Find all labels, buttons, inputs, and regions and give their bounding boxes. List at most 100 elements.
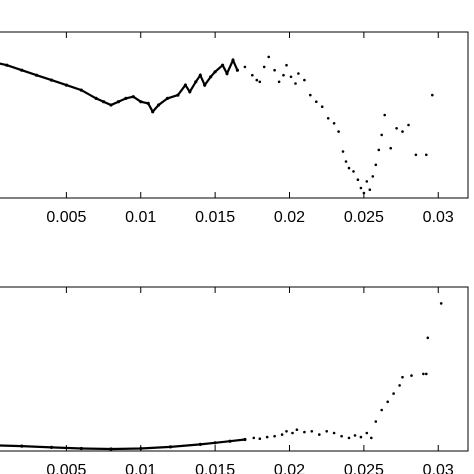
data-point (320, 105, 324, 108)
data-point (49, 78, 54, 82)
data-point (359, 186, 363, 190)
data-point (291, 431, 294, 435)
data-point (116, 100, 120, 104)
data-point (198, 73, 202, 77)
data-point (425, 372, 428, 376)
data-point (280, 433, 284, 436)
data-point (425, 153, 428, 157)
data-point (318, 433, 321, 436)
data-point (225, 71, 229, 76)
data-point (157, 103, 161, 107)
data-point (255, 78, 259, 82)
x-tick-label: 0.03 (423, 462, 454, 474)
data-point (251, 73, 254, 77)
data-point (213, 441, 217, 445)
series-trace (0, 438, 246, 451)
data-point (183, 83, 187, 87)
data-point (410, 374, 413, 377)
data-point (209, 75, 213, 79)
data-point (395, 127, 398, 130)
data-point (297, 72, 300, 75)
data-point (332, 431, 336, 435)
data-point (326, 117, 330, 120)
data-point (188, 90, 192, 94)
data-point (374, 163, 378, 167)
x-tick-label: 0.005 (46, 209, 86, 226)
data-point (352, 170, 355, 173)
data-point (285, 430, 288, 433)
data-point (383, 113, 387, 117)
x-tick-label: 0.02 (274, 462, 305, 474)
data-point (353, 434, 357, 437)
data-point (377, 148, 381, 152)
data-point (303, 430, 306, 434)
data-point (294, 82, 297, 85)
data-point (303, 78, 306, 82)
data-point (371, 175, 375, 178)
data-point (392, 392, 395, 395)
data-point (374, 420, 378, 423)
data-point (289, 75, 293, 79)
data-point (325, 430, 329, 433)
data-point (176, 93, 180, 97)
data-point (414, 153, 418, 157)
data-point (332, 122, 336, 125)
data-point (64, 83, 68, 87)
data-point (265, 435, 269, 439)
data-point (370, 436, 373, 440)
data-point (194, 80, 198, 84)
data-point (282, 73, 285, 77)
data-point (109, 103, 113, 107)
data-point (228, 439, 232, 443)
x-tick-label: 0.015 (195, 209, 235, 226)
bottom-plot: 0.005 0.01 0.015 0.02 0.025 0.03 (0, 286, 469, 474)
top-plot: 0.005 0.01 0.015 0.02 0.025 0.03 (0, 31, 469, 226)
x-tick-label: 0.01 (125, 209, 156, 226)
data-point (347, 166, 351, 170)
x-tick-label: 0.025 (344, 462, 384, 474)
data-point (380, 408, 384, 412)
data-point (49, 445, 54, 449)
data-point (267, 55, 271, 59)
x-tick-label: 0.015 (195, 462, 235, 474)
data-point (20, 444, 24, 448)
data-point (243, 437, 247, 442)
data-point (295, 428, 299, 432)
data-point (252, 436, 256, 440)
data-point (356, 178, 360, 181)
data-point (431, 93, 434, 97)
data-point (20, 68, 24, 72)
data-point (341, 150, 345, 153)
data-point (109, 447, 113, 451)
x-tick-label: 0.02 (274, 209, 305, 226)
data-point (359, 435, 363, 439)
data-point (258, 80, 262, 84)
data-point (79, 88, 83, 92)
data-point (398, 384, 401, 387)
data-point (340, 434, 343, 438)
data-point (94, 96, 98, 100)
data-point (198, 442, 202, 446)
data-point (139, 446, 143, 451)
data-point (285, 63, 288, 67)
data-point (401, 130, 404, 133)
data-point (131, 95, 135, 99)
data-point (368, 188, 372, 191)
data-point (151, 110, 155, 114)
data-point (380, 133, 384, 137)
data-point (79, 446, 83, 451)
data-point (221, 63, 225, 67)
data-point (337, 130, 340, 133)
plot-frame (0, 31, 469, 199)
data-point (389, 146, 393, 150)
series-trace (0, 57, 239, 114)
data-point (407, 123, 410, 127)
data-point (213, 70, 217, 74)
data-point (146, 101, 150, 105)
data-point (102, 100, 106, 104)
data-point (231, 58, 235, 62)
data-point (277, 80, 281, 84)
plot-frame (0, 286, 469, 452)
data-point (422, 372, 425, 376)
